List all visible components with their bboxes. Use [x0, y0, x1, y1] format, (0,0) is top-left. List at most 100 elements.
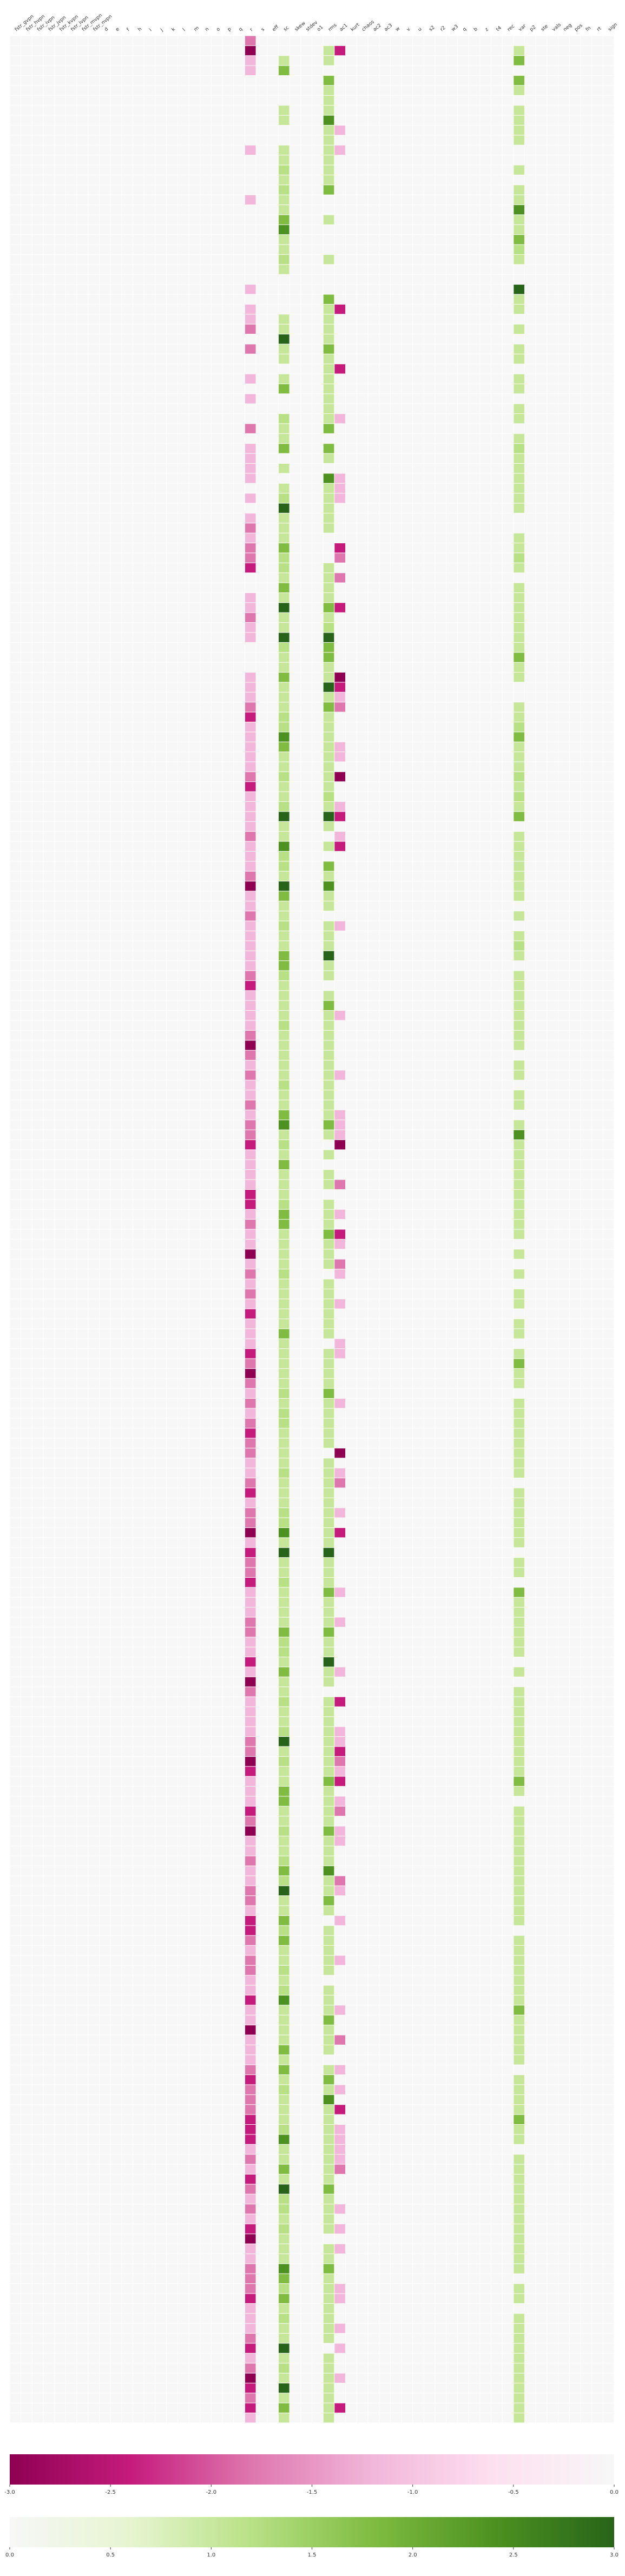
- heatmap-cell: [245, 1846, 256, 1856]
- heatmap-cell: [278, 354, 290, 364]
- heatmap-cell: [323, 702, 334, 712]
- heatmap-cell: [245, 623, 256, 633]
- heatmap-cell: [278, 682, 290, 692]
- heatmap-cell: [278, 1518, 290, 1527]
- heatmap-cell: [323, 1806, 334, 1816]
- heatmap-cell: [334, 125, 346, 135]
- heatmap-cell: [514, 294, 525, 304]
- heatmap-cell: [245, 1269, 256, 1279]
- heatmap-cell: [245, 424, 256, 433]
- heatmap-cell: [334, 1399, 346, 1408]
- heatmap-cell: [514, 592, 525, 603]
- heatmap-cell: [278, 483, 290, 493]
- heatmap-cell: [334, 483, 346, 493]
- heatmap-cell: [278, 1408, 290, 1418]
- heatmap-cell: [334, 812, 346, 821]
- heatmap-cell: [278, 1538, 290, 1547]
- heatmap-cell: [323, 1319, 334, 1329]
- heatmap-cell: [323, 1309, 334, 1319]
- heatmap-cell: [323, 314, 334, 324]
- heatmap-cell: [323, 623, 334, 633]
- heatmap-cell: [323, 215, 334, 225]
- heatmap-cell: [514, 931, 525, 941]
- heatmap-cell: [514, 1368, 525, 1379]
- heatmap-cell: [514, 2155, 525, 2164]
- heatmap-cell: [334, 1796, 346, 1806]
- heatmap-cell: [245, 911, 256, 921]
- heatmap-cell: [323, 752, 334, 762]
- heatmap-cell: [514, 612, 525, 623]
- heatmap-cell: [323, 1955, 334, 1965]
- heatmap-cell: [245, 2184, 256, 2194]
- heatmap-cell: [245, 802, 256, 812]
- heatmap-cell: [245, 1110, 256, 1120]
- heatmap-cell: [514, 1498, 525, 1508]
- heatmap-cell: [334, 603, 346, 612]
- heatmap-cell: [334, 1478, 346, 1488]
- column-label: w3: [451, 24, 459, 32]
- heatmap-cell: [278, 1687, 290, 1697]
- heatmap-cell: [323, 2134, 334, 2144]
- heatmap-cell: [245, 1339, 256, 1349]
- heatmap-cell: [245, 1249, 256, 1259]
- heatmap-cell: [278, 2144, 290, 2155]
- heatmap-cell: [334, 1011, 346, 1020]
- heatmap-cell: [278, 2134, 290, 2144]
- heatmap-cell: [278, 1309, 290, 1319]
- heatmap-cell: [514, 1040, 525, 1050]
- heatmap-cell: [278, 732, 290, 742]
- heatmap-cell: [278, 2393, 290, 2403]
- column-label: d: [103, 27, 109, 32]
- heatmap-cell: [323, 2085, 334, 2094]
- heatmap-cell: [278, 433, 290, 444]
- heatmap-cell: [514, 1846, 525, 1856]
- heatmap-cell: [245, 543, 256, 553]
- heatmap-cell: [245, 2274, 256, 2284]
- heatmap-cell: [323, 673, 334, 682]
- heatmap-cell: [245, 394, 256, 404]
- heatmap-cell: [245, 1130, 256, 1140]
- heatmap-cell: [278, 2284, 290, 2294]
- heatmap-cell: [245, 2373, 256, 2383]
- heatmap-cell: [278, 563, 290, 573]
- heatmap-cell: [245, 2094, 256, 2105]
- heatmap-cell: [245, 463, 256, 473]
- heatmap-cell: [514, 2323, 525, 2334]
- heatmap-cell: [514, 2383, 525, 2393]
- heatmap-cell: [278, 2264, 290, 2274]
- heatmap-cell: [278, 1239, 290, 1249]
- heatmap-cell: [323, 1786, 334, 1796]
- heatmap-cell: [514, 1965, 525, 1975]
- heatmap-cell: [278, 991, 290, 1000]
- heatmap-cell: [245, 1189, 256, 1200]
- heatmap-cell: [245, 1707, 256, 1717]
- heatmap-cell: [278, 851, 290, 861]
- heatmap-cell: [245, 1657, 256, 1667]
- heatmap-cell: [514, 1786, 525, 1796]
- heatmap-cell: [278, 633, 290, 642]
- heatmap-cell: [323, 304, 334, 314]
- heatmap-cell: [514, 1418, 525, 1428]
- heatmap-cell: [278, 493, 290, 503]
- heatmap-cell: [323, 931, 334, 941]
- heatmap-cell: [323, 106, 334, 115]
- heatmap-cell: [245, 1070, 256, 1080]
- heatmap-cell: [278, 1339, 290, 1349]
- heatmap-cell: [278, 2085, 290, 2094]
- heatmap-cell: [514, 851, 525, 861]
- heatmap-cell: [278, 1020, 290, 1030]
- heatmap-cell: [245, 901, 256, 911]
- heatmap-cell: [514, 2224, 525, 2234]
- heatmap-cell: [514, 1000, 525, 1011]
- heatmap-cell: [278, 1667, 290, 1677]
- heatmap-cell: [245, 2224, 256, 2234]
- heatmap-cell: [514, 553, 525, 563]
- heatmap-cell: [323, 891, 334, 901]
- heatmap-cell: [245, 553, 256, 563]
- heatmap-cell: [245, 891, 256, 901]
- heatmap-cell: [514, 1269, 525, 1279]
- column-label: skew: [294, 21, 307, 32]
- column-label: n: [205, 27, 210, 32]
- heatmap-cell: [278, 712, 290, 722]
- heatmap-cell: [323, 1020, 334, 1030]
